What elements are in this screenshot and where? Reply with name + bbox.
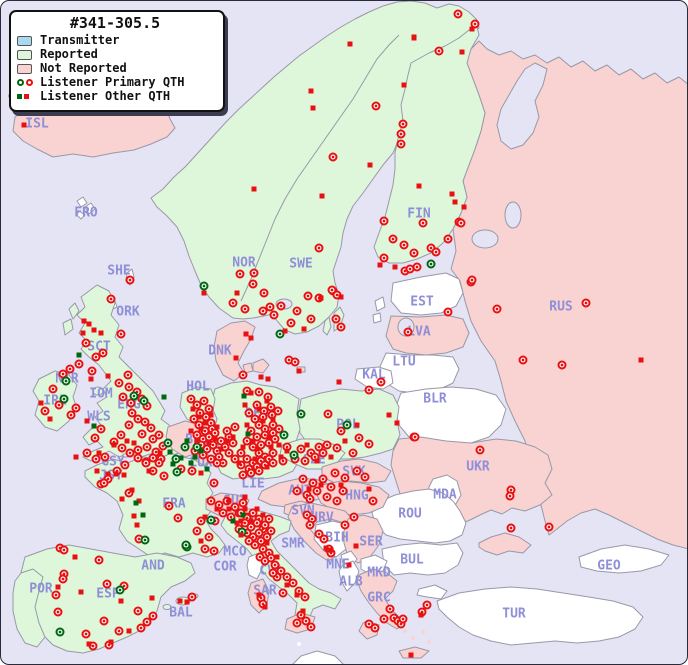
transmitter-color-swatch	[17, 35, 32, 46]
green-circle-icon	[17, 79, 24, 86]
green-square-icon	[17, 94, 22, 99]
legend-row-not_reported: Not Reported	[17, 62, 213, 75]
country-irl	[32, 370, 78, 432]
legend-label-not_reported: Not Reported	[40, 61, 127, 75]
country-deu	[210, 380, 301, 480]
legend-items: Transmitter Reported Not Reported Listener …	[17, 34, 213, 103]
country-mkd	[360, 554, 388, 576]
primary_qth-marker-icon	[17, 79, 34, 86]
red-square-icon	[24, 94, 29, 99]
legend: #341-305.5 Transmitter Reported Not Report…	[9, 10, 225, 112]
not_reported-swatch-icon	[17, 63, 34, 74]
country-esp	[20, 544, 196, 654]
country-grc	[356, 568, 406, 630]
not_reported-color-swatch	[17, 63, 32, 74]
country-geo	[578, 544, 670, 574]
country-kal	[354, 366, 394, 390]
red-circle-icon	[26, 79, 33, 86]
country-lva	[385, 314, 470, 356]
country-tur	[436, 586, 644, 646]
legend-label-primary_qth: Listener Primary QTH	[40, 75, 185, 89]
country-nld	[179, 386, 216, 426]
reported-color-swatch	[17, 49, 32, 60]
reported-swatch-icon	[17, 49, 34, 60]
country-bul	[381, 542, 464, 576]
legend-row-other_qth: Listener Other QTH	[17, 90, 213, 103]
legend-label-reported: Reported	[40, 47, 98, 61]
country-alb	[338, 560, 360, 592]
transmitter-swatch-icon	[17, 35, 34, 46]
legend-label-transmitter: Transmitter	[40, 33, 120, 47]
legend-row-transmitter: Transmitter	[17, 34, 213, 47]
country-blr	[394, 386, 507, 446]
legend-label-other_qth: Listener Other QTH	[40, 89, 171, 103]
country-nor-swe	[150, 1, 480, 335]
legend-row-reported: Reported	[17, 48, 213, 61]
country-est	[390, 272, 464, 316]
legend-title: #341-305.5	[69, 14, 161, 32]
other_qth-marker-icon	[17, 94, 34, 99]
country-fra	[84, 452, 226, 558]
legend-row-primary_qth: Listener Primary QTH	[17, 76, 213, 89]
country-crimea	[478, 532, 532, 556]
country-por	[12, 568, 46, 648]
